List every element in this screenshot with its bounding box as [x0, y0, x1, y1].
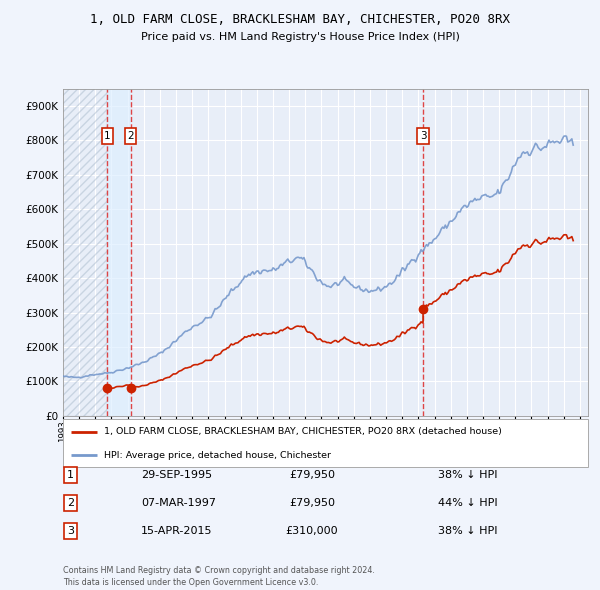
Text: 15-APR-2015: 15-APR-2015 — [141, 526, 212, 536]
Text: 38% ↓ HPI: 38% ↓ HPI — [438, 526, 497, 536]
Text: 29-SEP-1995: 29-SEP-1995 — [141, 470, 212, 480]
Text: 2: 2 — [67, 498, 74, 507]
Text: 38% ↓ HPI: 38% ↓ HPI — [438, 470, 497, 480]
Bar — [63, 88, 107, 416]
Text: 07-MAR-1997: 07-MAR-1997 — [141, 498, 216, 507]
Text: 1, OLD FARM CLOSE, BRACKLESHAM BAY, CHICHESTER, PO20 8RX (detached house): 1, OLD FARM CLOSE, BRACKLESHAM BAY, CHIC… — [104, 428, 502, 437]
Text: 3: 3 — [67, 526, 74, 536]
Bar — [107, 88, 131, 416]
Text: Contains HM Land Registry data © Crown copyright and database right 2024.
This d: Contains HM Land Registry data © Crown c… — [63, 566, 375, 587]
Text: 1, OLD FARM CLOSE, BRACKLESHAM BAY, CHICHESTER, PO20 8RX: 1, OLD FARM CLOSE, BRACKLESHAM BAY, CHIC… — [90, 13, 510, 26]
Text: HPI: Average price, detached house, Chichester: HPI: Average price, detached house, Chic… — [104, 451, 331, 460]
Text: 3: 3 — [420, 131, 427, 141]
Text: 1: 1 — [67, 470, 74, 480]
Text: 2: 2 — [127, 131, 134, 141]
Text: 44% ↓ HPI: 44% ↓ HPI — [438, 498, 497, 507]
Text: £310,000: £310,000 — [286, 526, 338, 536]
Text: £79,950: £79,950 — [289, 498, 335, 507]
Text: £79,950: £79,950 — [289, 470, 335, 480]
Text: Price paid vs. HM Land Registry's House Price Index (HPI): Price paid vs. HM Land Registry's House … — [140, 32, 460, 42]
Text: 1: 1 — [104, 131, 111, 141]
